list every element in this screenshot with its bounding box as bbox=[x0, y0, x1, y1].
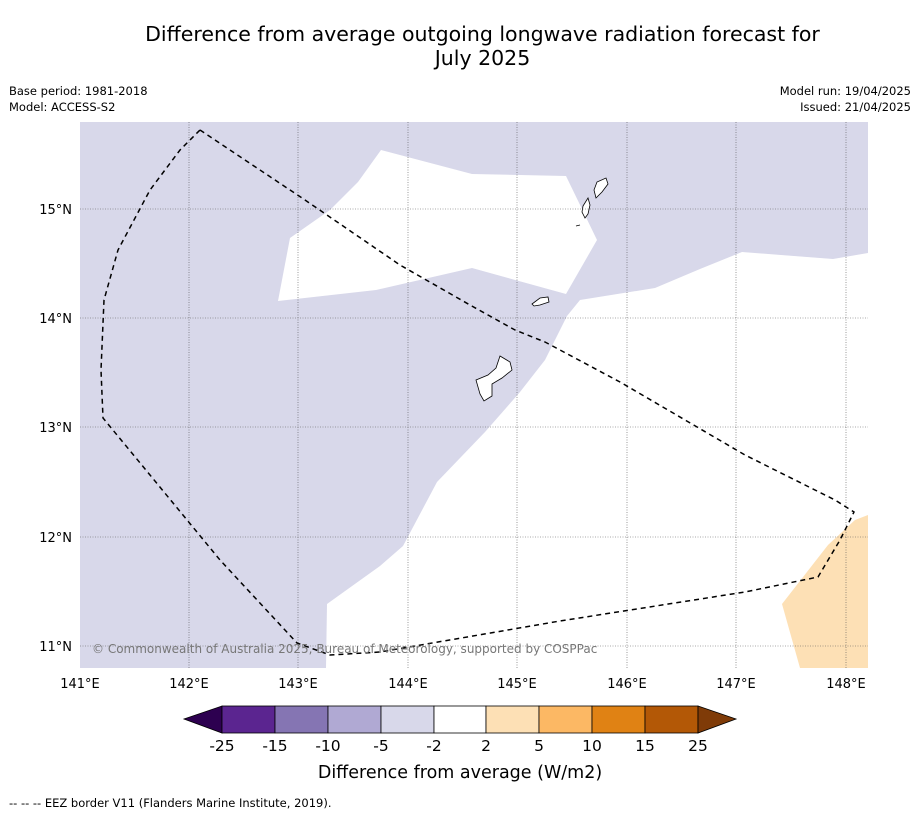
x-axis-labels: 141°E 142°E 143°E 144°E 145°E 146°E 147°… bbox=[60, 677, 866, 692]
colorbar-segment bbox=[380, 705, 435, 734]
colorbar-tick-label: -10 bbox=[315, 737, 340, 755]
colorbar-tick-label: 2 bbox=[481, 737, 491, 755]
colorbar-tick-label: 15 bbox=[635, 737, 655, 755]
eez-legend-note: -- -- -- EEZ border V11 (Flanders Marine… bbox=[9, 796, 332, 810]
title-line-1: Difference from average outgoing longwav… bbox=[145, 22, 820, 46]
x-tick-label: 147°E bbox=[716, 677, 756, 692]
run-info: Model run: 19/04/2025 Issued: 21/04/2025 bbox=[780, 83, 911, 115]
x-tick-label: 142°E bbox=[169, 677, 209, 692]
base-info: Base period: 1981-2018 Model: ACCESS-S2 bbox=[9, 83, 148, 115]
eez-border bbox=[100, 129, 855, 656]
issued-date: Issued: 21/04/2025 bbox=[800, 100, 911, 114]
colorbar-tick-label: -15 bbox=[262, 737, 287, 755]
colorbar-segment bbox=[327, 705, 382, 734]
x-tick-label: 144°E bbox=[388, 677, 428, 692]
colorbar-segment bbox=[538, 705, 593, 734]
y-tick-label: 14°N bbox=[39, 312, 72, 327]
y-tick-label: 13°N bbox=[39, 421, 72, 436]
y-axis-labels: 15°N 14°N 13°N 12°N 11°N bbox=[39, 203, 72, 655]
island-tinian bbox=[581, 197, 591, 219]
islands bbox=[475, 177, 609, 402]
colorbar-ticks: -25 -15 -10 -5 -2 2 5 10 15 25 bbox=[209, 737, 708, 755]
colorbar-segment bbox=[644, 705, 699, 734]
colorbar-low-extension bbox=[182, 705, 223, 734]
x-tick-label: 143°E bbox=[278, 677, 318, 692]
y-tick-label: 15°N bbox=[39, 203, 72, 218]
colorbar bbox=[182, 705, 738, 734]
colorbar-tick-label: -25 bbox=[209, 737, 234, 755]
colorbar-segment bbox=[591, 705, 646, 734]
x-tick-label: 145°E bbox=[497, 677, 537, 692]
colorbar-tick-label: -2 bbox=[426, 737, 441, 755]
negative-anomaly-region bbox=[80, 122, 868, 668]
positive-anomaly-region bbox=[782, 515, 868, 668]
model-name: Model: ACCESS-S2 bbox=[9, 100, 116, 114]
colorbar-segment bbox=[221, 705, 276, 734]
colorbar-segment bbox=[485, 705, 540, 734]
base-period: Base period: 1981-2018 bbox=[9, 84, 148, 98]
gridlines bbox=[80, 122, 868, 668]
colorbar-tick-label: 25 bbox=[688, 737, 708, 755]
title-line-2: July 2025 bbox=[434, 46, 531, 70]
copyright-text: © Commonwealth of Australia 2025, Bureau… bbox=[92, 642, 597, 656]
colorbar-tick-label: 10 bbox=[582, 737, 602, 755]
x-tick-label: 141°E bbox=[60, 677, 100, 692]
island-rota bbox=[531, 296, 550, 307]
colorbar-high-extension bbox=[697, 705, 738, 734]
colorbar-segment bbox=[274, 705, 329, 734]
chart-title: Difference from average outgoing longwav… bbox=[120, 22, 845, 70]
map-area bbox=[80, 122, 868, 668]
island-aguijan bbox=[575, 224, 581, 227]
y-tick-label: 12°N bbox=[39, 531, 72, 546]
x-tick-label: 148°E bbox=[826, 677, 866, 692]
model-run: Model run: 19/04/2025 bbox=[779, 84, 911, 98]
island-saipan bbox=[593, 177, 609, 199]
x-tick-label: 146°E bbox=[607, 677, 647, 692]
colorbar-segment bbox=[433, 705, 487, 734]
colorbar-tick-label: 5 bbox=[534, 737, 544, 755]
colorbar-tick-label: -5 bbox=[373, 737, 388, 755]
y-tick-label: 11°N bbox=[39, 640, 72, 655]
colorbar-label: Difference from average (W/m2) bbox=[318, 763, 602, 783]
island-guam bbox=[475, 355, 513, 402]
